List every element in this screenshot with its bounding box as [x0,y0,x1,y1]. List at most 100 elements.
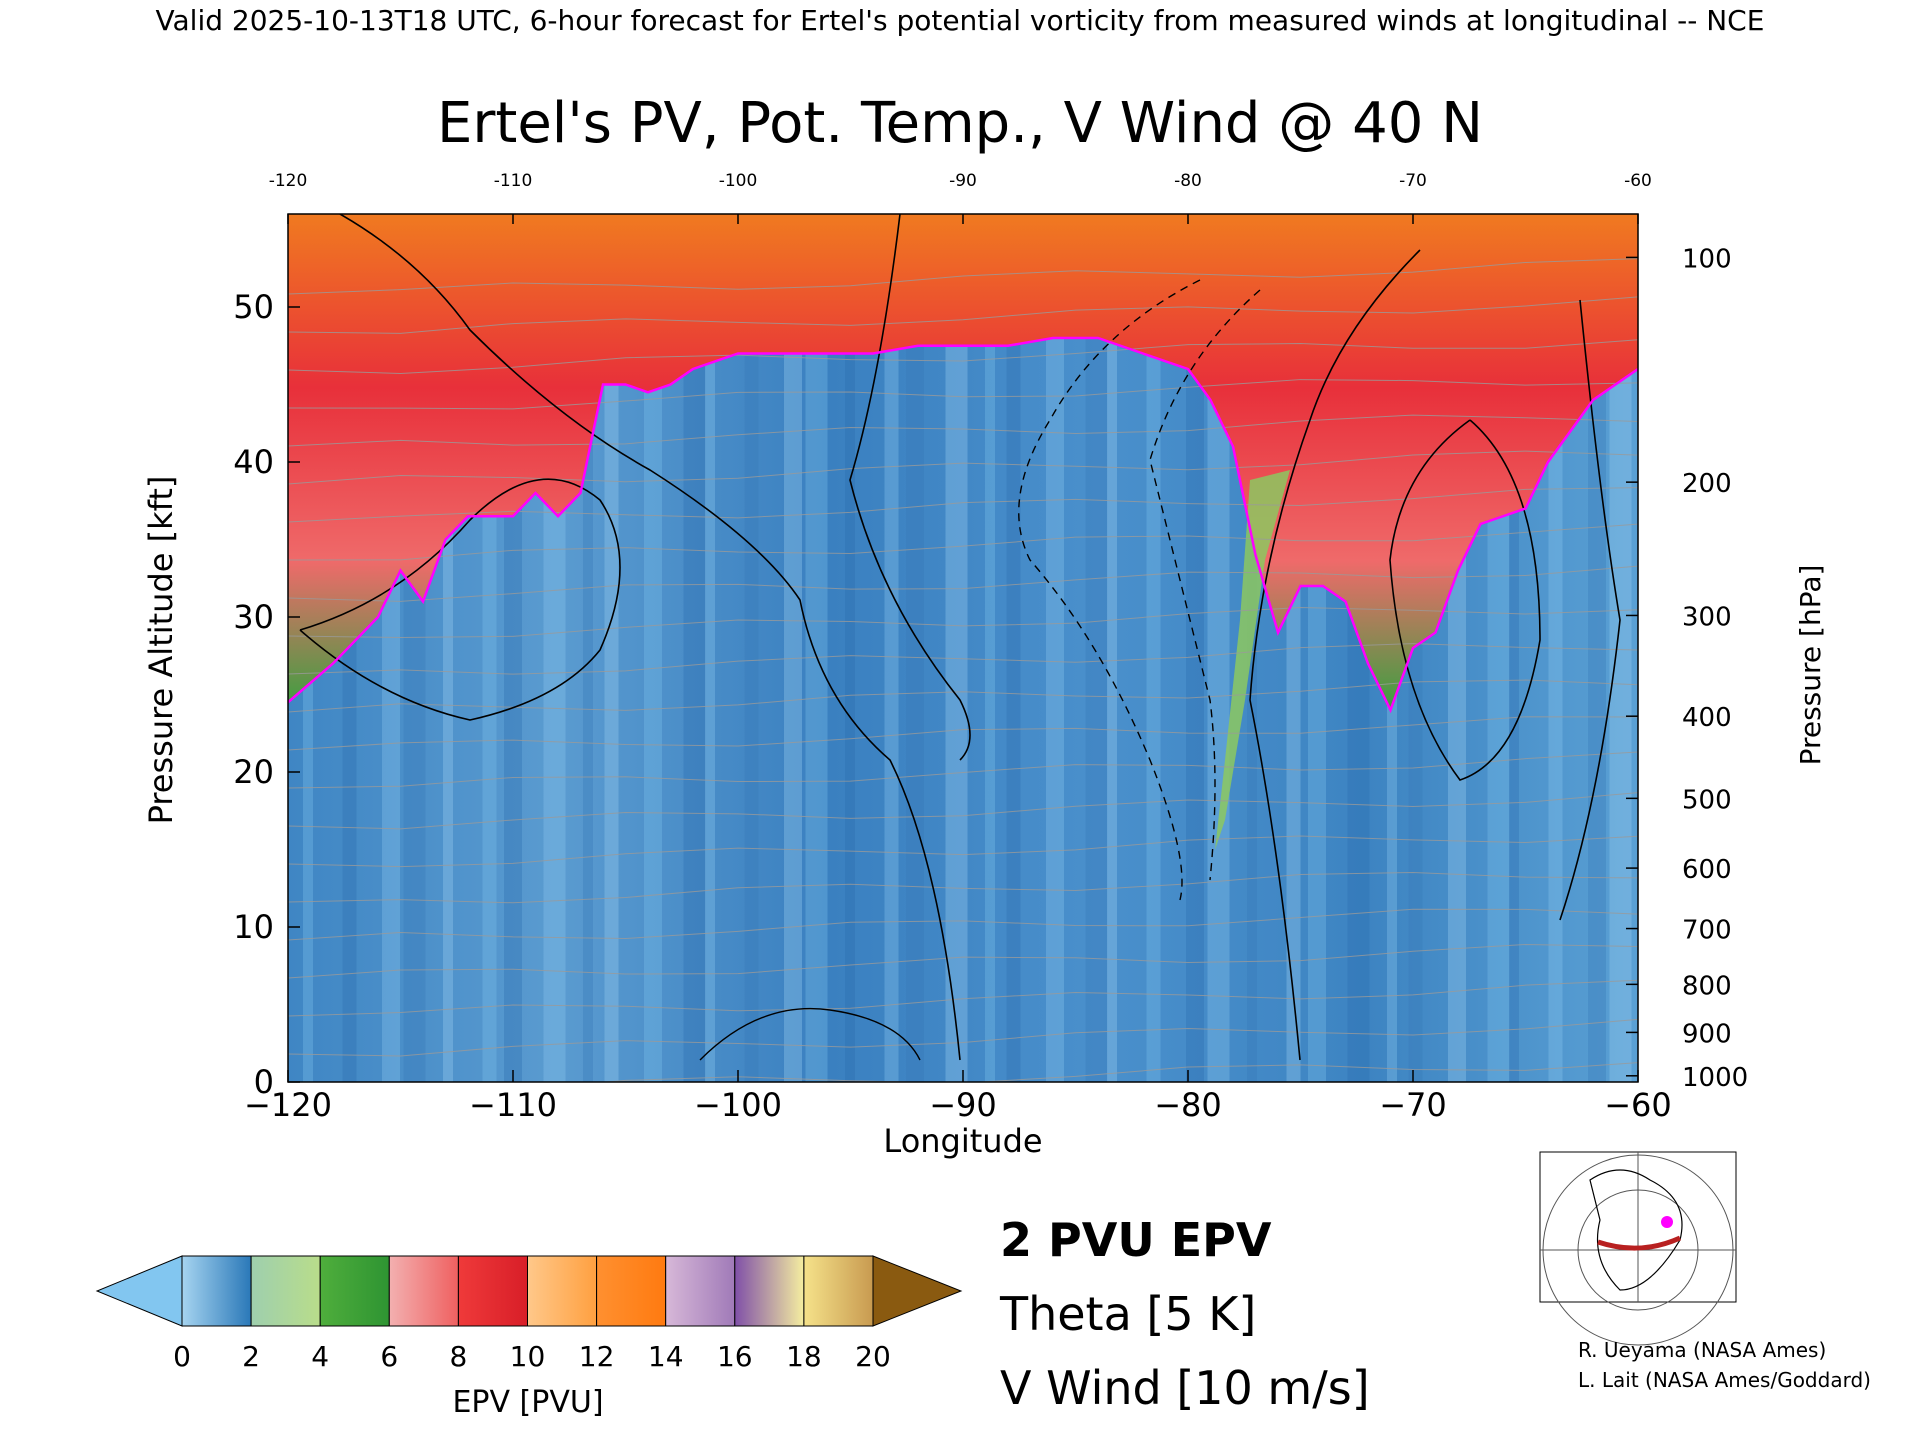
theta-contour-line [288,944,1638,979]
x-tick-label: −90 [929,1086,997,1124]
vwind-contour-east-1 [1249,249,1421,1061]
theta-contour-line [288,871,1638,904]
theta-contour-line [288,908,1638,941]
colorbar-under-arrow [95,1255,183,1327]
pv-streak [1509,334,1519,1082]
pv-streak [1146,334,1161,1082]
colorbar-tick-label: 16 [717,1340,753,1373]
theta-contour-line [288,607,1638,639]
x-tick-label: −60 [1604,1086,1672,1124]
pv-streak [845,334,855,1082]
vwind-contour-negative-2 [1149,289,1261,881]
theta-contour-line [288,414,1638,447]
y-tick-label: 10 [233,908,274,946]
theta-contours [288,258,1638,1082]
colorbar-bin [527,1255,598,1327]
pressure-tick-label: 900 [1682,1019,1732,1049]
colorbar-bin [319,1255,390,1327]
pv-streaks [303,334,1632,1082]
vwind-contour-east-2 [1389,419,1541,781]
pressure-tick-label: 700 [1682,916,1732,946]
x-axis-bottom: −120 −110 −100 −90 −80 −70 −60 [244,1070,1672,1124]
pv-streak [583,334,593,1082]
x-tick-label: −100 [694,1086,782,1124]
pv-streak [443,334,453,1082]
legend-item-2pvu: 2 PVU EPV [1000,1213,1272,1267]
pressure-tick-label: 400 [1682,703,1732,733]
pv-streak [884,334,899,1082]
colorbar-label: EPV [PVU] [452,1385,603,1420]
pv-streak [1186,334,1204,1082]
theta-contour-line [288,379,1638,410]
x-top-tick-label: -110 [494,171,533,191]
theta-contour-line [288,523,1638,561]
pv-streak [805,334,828,1082]
colorbar-tick-label: 4 [311,1340,329,1373]
colorbar-over-arrow [872,1255,963,1327]
theta-contour-line [288,751,1638,789]
theta-contour-line [288,487,1638,523]
pv-streak [1548,334,1563,1082]
credit-line-2: L. Lait (NASA Ames/Goddard) [1578,1368,1871,1392]
colorbar-bin [457,1255,528,1327]
pv-streak [1207,334,1230,1082]
vwind-contour-zero [339,214,961,1061]
plot-area [288,214,1638,1082]
x-axis-label: Longitude [883,1122,1042,1160]
colorbar-tick-label: 2 [242,1340,260,1373]
pv-streak [985,334,995,1082]
x-top-tick-label: -120 [269,171,308,191]
colorbar-tick-label: 6 [380,1340,398,1373]
pv-streak [906,334,924,1082]
vwind-contours [299,214,1621,1061]
theta-contour-line [288,339,1638,374]
y-axis-left-label: Pressure Altitude [kft] [142,476,180,825]
y-tick-label: 0 [254,1063,274,1101]
colorbar-tick-label: 20 [855,1340,891,1373]
colorbar-bin [665,1255,736,1327]
theta-contour-line [288,792,1638,830]
theta-contour-line [288,643,1638,675]
pv-streak [303,334,313,1082]
y-tick-label: 30 [233,598,274,636]
pv-streak [482,334,497,1082]
pv-streak [1609,334,1632,1082]
pv-streak [784,334,802,1082]
theta-contour-line [288,979,1638,1017]
legend-item-theta: Theta [5 K] [999,1287,1256,1341]
pv-streak [1085,334,1108,1082]
theta-contour-line [288,258,1638,295]
x-tick-label: −80 [1154,1086,1222,1124]
colorbar-tick-label: 0 [173,1340,191,1373]
theta-contour-line [288,1018,1638,1057]
pv-streak [945,334,968,1082]
x-top-tick-label: -60 [1624,171,1652,191]
theta-contour-line [288,450,1638,485]
colorbar-bin [596,1255,667,1327]
theta-contour-line [600,1062,1638,1082]
vwind-contour-center [849,214,971,761]
legend-item-vwind: V Wind [10 m/s] [1000,1361,1370,1415]
credit-line-1: R. Ueyama (NASA Ames) [1578,1338,1826,1362]
x-top-tick-label: -100 [719,171,758,191]
pressure-tick-label: 100 [1682,244,1732,274]
pressure-tick-label: 200 [1682,469,1732,499]
pv-streak [1107,334,1117,1082]
pv-streak [744,334,759,1082]
x-top-tick-label: -80 [1174,171,1202,191]
tropopause-fold [1215,470,1290,850]
colorbar-tick-label: 10 [510,1340,546,1373]
vwind-contour-east-3 [1559,299,1621,921]
x-tick-label: −120 [244,1086,332,1124]
pv-streak [604,334,619,1082]
pv-streak [1046,334,1064,1082]
theta-contour-line [288,716,1638,751]
colorbar-bin [734,1255,805,1327]
x-axis-top: -120 -110 -100 -90 -80 -70 -60 [269,171,1652,224]
y-tick-label: 40 [233,443,274,481]
colorbar-bin [181,1255,252,1327]
locator-section-line [1597,1235,1682,1251]
y-tick-label: 50 [233,288,274,326]
colorbar-tick-label: 14 [648,1340,684,1373]
